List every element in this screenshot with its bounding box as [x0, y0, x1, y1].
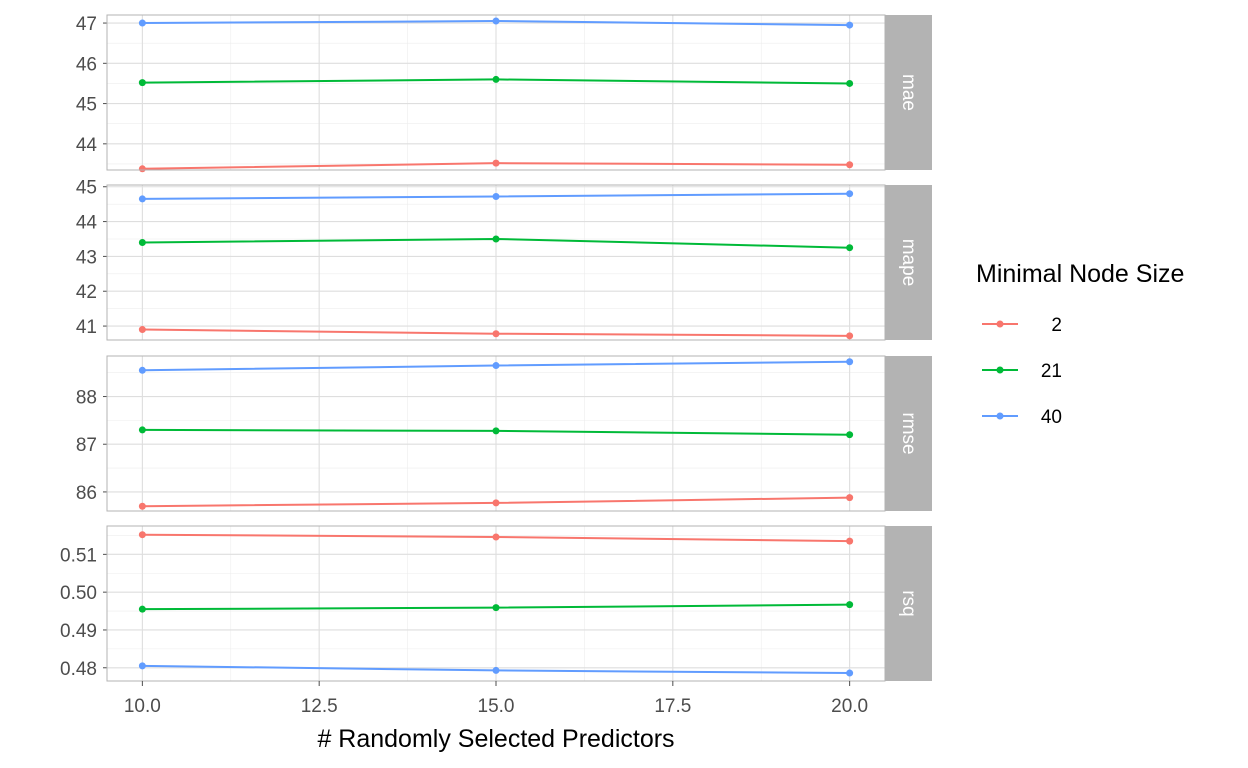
facet-strip-label: mape: [898, 239, 919, 287]
y-tick-label: 0.50: [60, 583, 97, 604]
data-point: [138, 531, 146, 539]
data-point: [492, 666, 500, 674]
data-point: [492, 533, 500, 541]
series-2: [138, 494, 854, 510]
series-21: [138, 75, 854, 87]
panel-mae: 44 45 46 47 mae: [76, 14, 932, 173]
data-point: [492, 159, 500, 167]
data-point: [492, 362, 500, 370]
x-tick-label: 10.0: [124, 696, 161, 717]
series-21: [138, 426, 854, 439]
data-point: [138, 426, 146, 434]
data-point: [138, 165, 146, 173]
data-point: [492, 235, 500, 243]
legend-key-point: [996, 412, 1004, 420]
data-point: [492, 499, 500, 507]
series-40: [138, 662, 854, 677]
data-point: [138, 238, 146, 246]
data-point: [138, 326, 146, 334]
data-point: [846, 669, 854, 677]
data-point: [846, 494, 854, 502]
data-point: [846, 358, 854, 366]
y-tick-label: 0.51: [60, 545, 97, 566]
data-point: [846, 537, 854, 545]
series-2: [138, 159, 854, 173]
data-point: [846, 190, 854, 198]
facet-strip-label: rmse: [898, 412, 919, 454]
facet-strip-label: rsq: [898, 590, 919, 616]
y-tick-label: 41: [76, 317, 97, 338]
y-tick-label: 45: [76, 95, 97, 116]
y-tick-label: 86: [76, 483, 97, 504]
legend-label: 21: [1041, 361, 1062, 382]
data-point: [492, 427, 500, 435]
facet-strip: [885, 356, 932, 511]
series-21: [138, 601, 854, 613]
legend-label: 40: [1041, 407, 1062, 428]
legend-key-point: [996, 366, 1004, 374]
data-point: [846, 21, 854, 29]
series-40: [138, 190, 854, 203]
y-tick-label: 42: [76, 282, 97, 303]
y-tick-label: 87: [76, 435, 97, 456]
data-point: [138, 605, 146, 613]
y-tick-label: 43: [76, 247, 97, 268]
data-point: [138, 662, 146, 670]
series-40: [138, 17, 854, 29]
data-point: [138, 79, 146, 87]
panel-mape: 41 42 43 44 45 mape: [76, 178, 932, 341]
facet-strip: [885, 15, 932, 170]
facet-strip: [885, 185, 932, 340]
data-point: [138, 19, 146, 27]
series-2: [138, 531, 854, 545]
x-tick-label: 20.0: [831, 696, 868, 717]
legend-label: 2: [1051, 315, 1062, 336]
legend-title: Minimal Node Size: [976, 260, 1184, 288]
x-axis-title: # Randomly Selected Predictors: [317, 725, 674, 753]
panel-rmse: 86 87 88 rmse: [76, 355, 932, 512]
panel-rsq: 0.48 0.49 0.50 0.51 rsq: [60, 525, 932, 682]
data-point: [846, 332, 854, 340]
facet-strip-label: mae: [898, 74, 919, 111]
legend-item-21: 21: [982, 361, 1062, 382]
y-tick-label: 88: [76, 388, 97, 409]
data-point: [846, 431, 854, 439]
y-tick-label: 0.49: [60, 621, 97, 642]
data-point: [138, 366, 146, 374]
y-tick-label: 47: [76, 14, 97, 35]
data-point: [492, 604, 500, 612]
legend-key-point: [996, 320, 1004, 328]
data-point: [492, 330, 500, 338]
x-tick-label: 12.5: [301, 696, 338, 717]
series-40: [138, 358, 854, 374]
y-tick-label: 44: [76, 135, 98, 156]
legend-item-2: 2: [982, 315, 1062, 336]
panels: 44454647mae4142434445mape868788rmse0.480…: [60, 14, 932, 682]
x-tick-label: 15.0: [478, 696, 515, 717]
x-tick-label: 17.5: [654, 696, 691, 717]
data-point: [492, 75, 500, 83]
legend: Minimal Node Size 2 21 40: [976, 260, 1184, 428]
facet-strip: [885, 526, 932, 681]
data-point: [138, 195, 146, 203]
series-2: [138, 326, 854, 340]
y-tick-label: 46: [76, 54, 97, 75]
data-point: [846, 601, 854, 609]
y-tick-label: 45: [76, 178, 97, 199]
legend-item-40: 40: [982, 407, 1062, 428]
data-point: [846, 161, 854, 169]
data-point: [492, 17, 500, 25]
y-tick-label: 44: [76, 213, 98, 234]
y-tick-label: 0.48: [60, 659, 97, 680]
data-point: [846, 79, 854, 87]
series-21: [138, 235, 854, 252]
x-axis: 10.0 12.5 15.0 17.5 20.0: [124, 681, 868, 717]
data-point: [138, 502, 146, 510]
data-point: [492, 192, 500, 200]
data-point: [846, 244, 854, 252]
